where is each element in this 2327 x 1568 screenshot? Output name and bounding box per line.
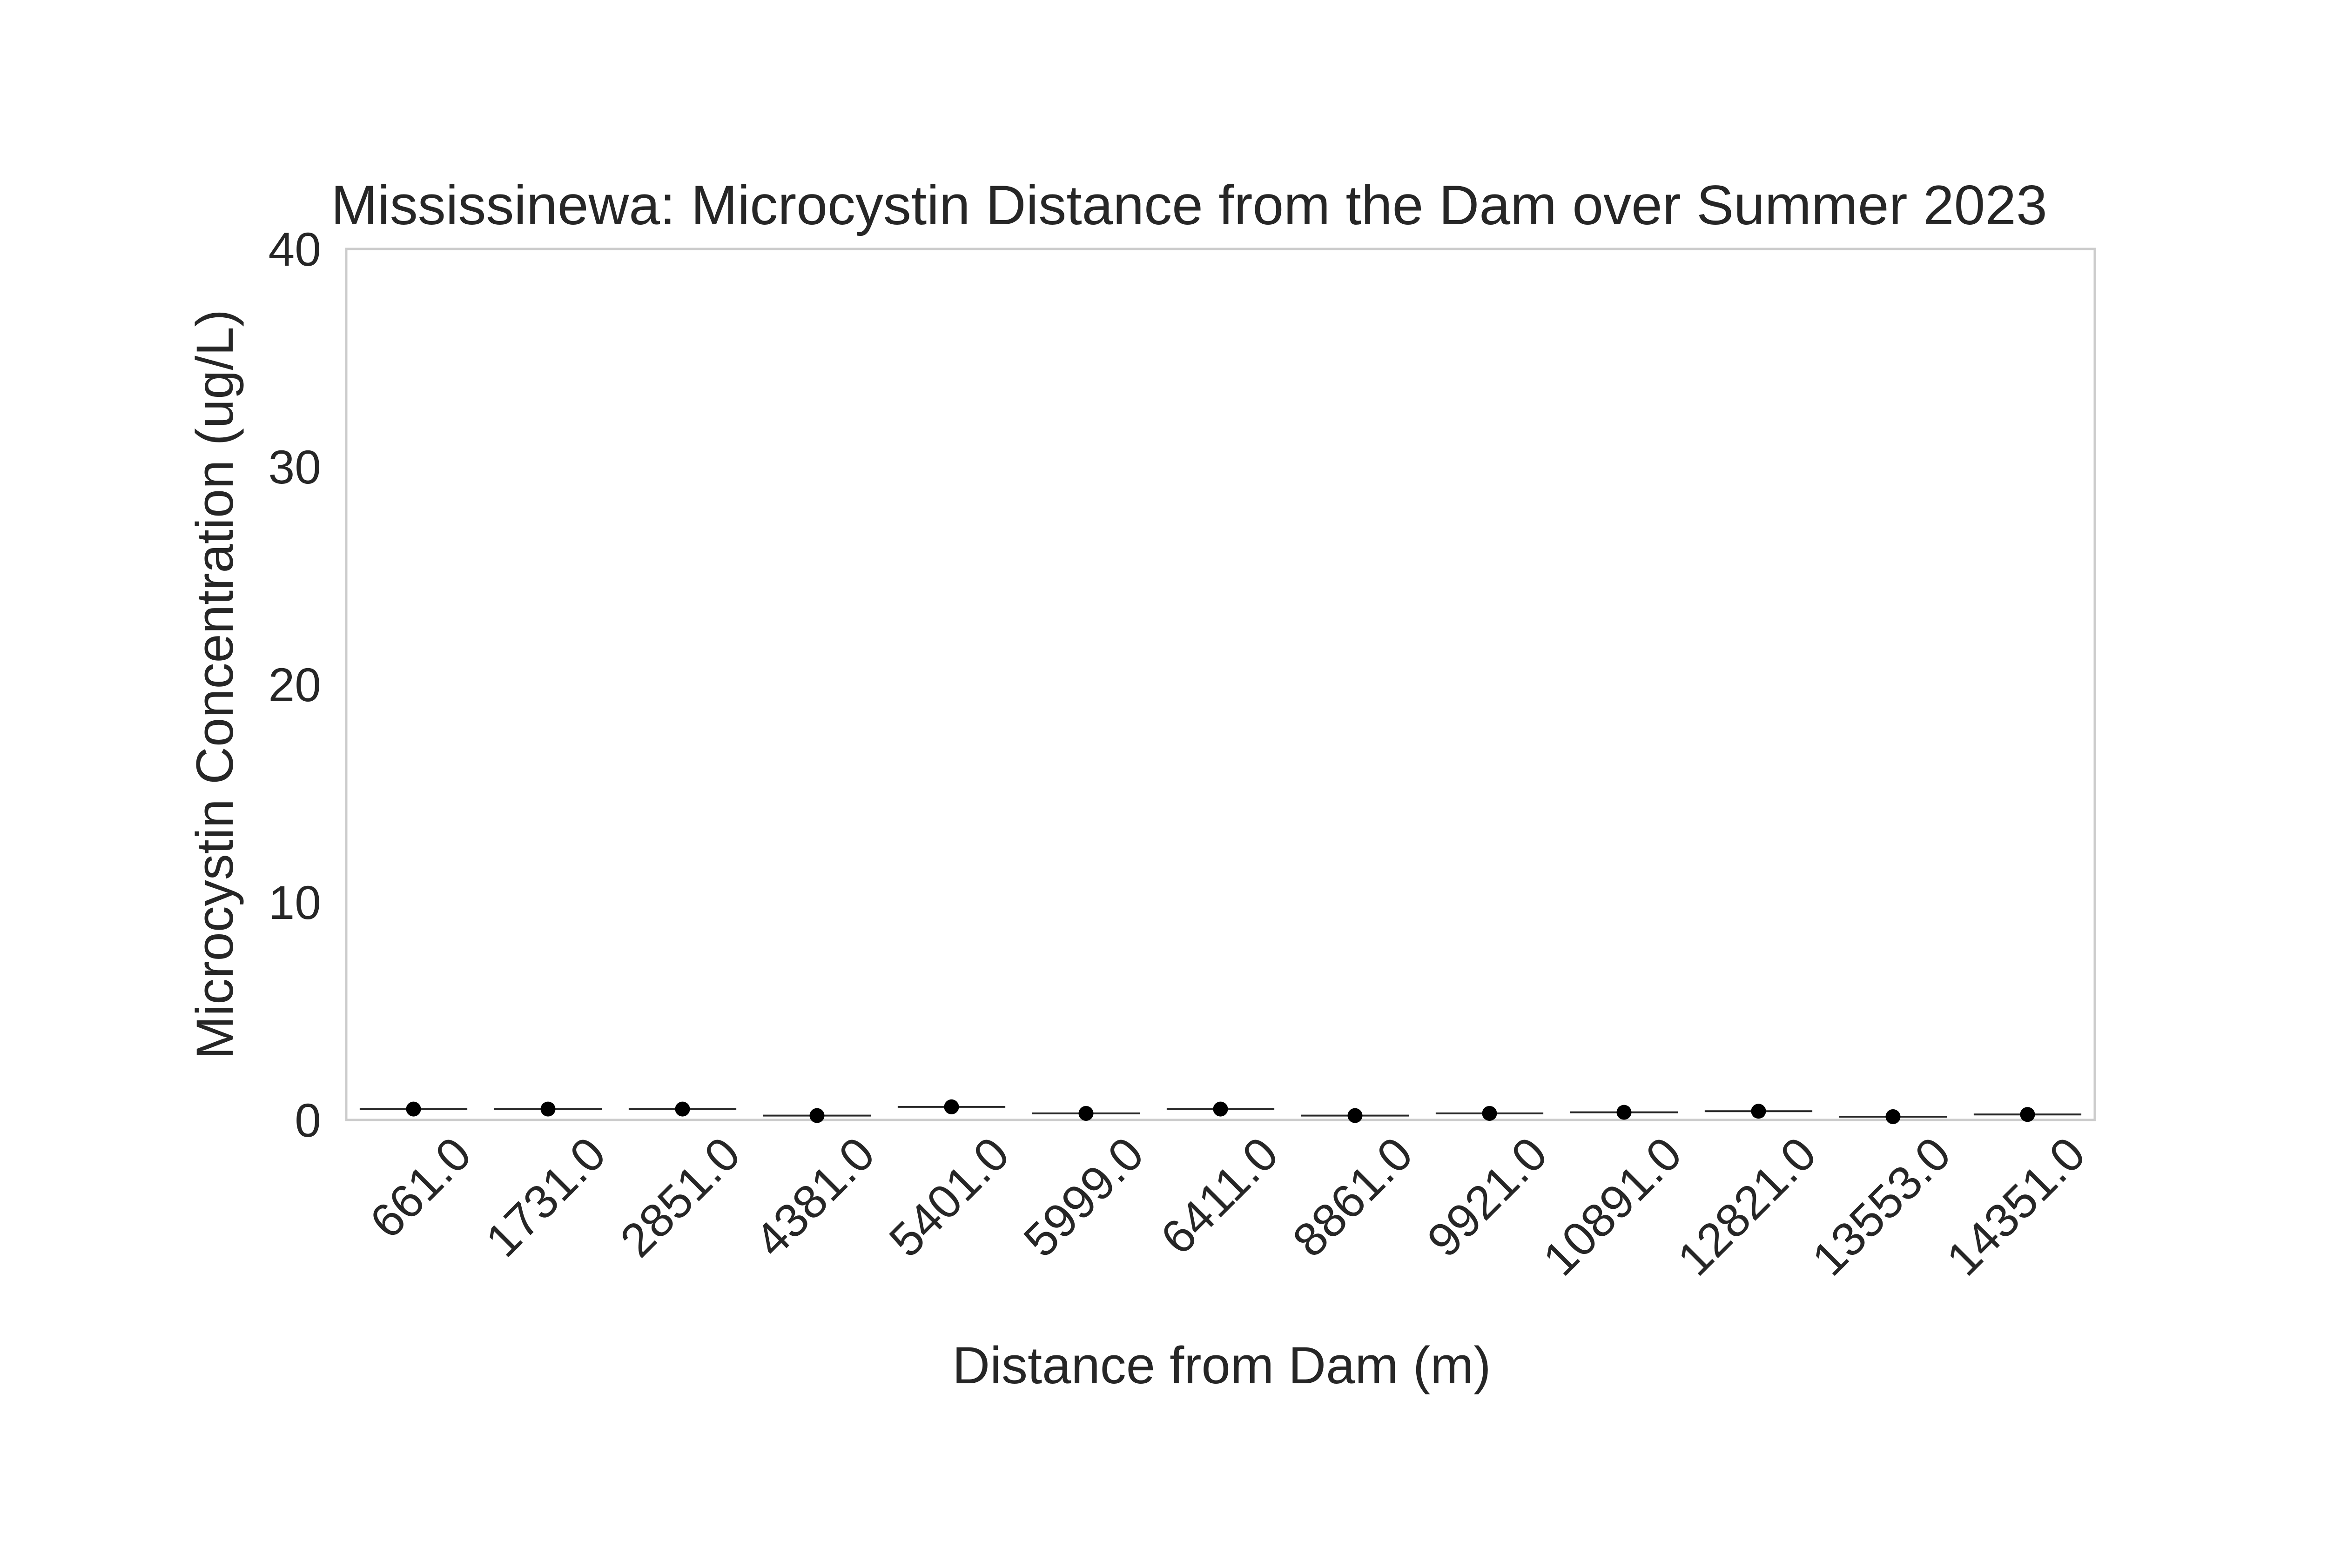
x-tick-label: 6411.0 <box>1150 1127 1288 1265</box>
x-tick-label: 10891.0 <box>1533 1127 1692 1286</box>
mean-marker <box>540 1101 556 1117</box>
x-tick-label: 5999.0 <box>1014 1127 1154 1267</box>
x-axis-title: Distance from Dam (m) <box>952 1336 1491 1394</box>
y-tick-label: 30 <box>269 441 321 494</box>
x-tick-label: 1731.0 <box>476 1127 616 1267</box>
x-tick-label: 12821.0 <box>1668 1127 1826 1286</box>
x-axis-ticks: 661.01731.02851.04381.05401.05999.06411.… <box>360 1127 2095 1286</box>
mean-marker <box>1616 1105 1632 1120</box>
x-tick-label: 2851.0 <box>610 1127 750 1267</box>
y-tick-label: 40 <box>269 223 321 276</box>
mean-marker <box>809 1108 825 1123</box>
y-axis-title: Microcystin Concentration (ug/L) <box>186 309 244 1059</box>
chart-title: Mississinewa: Microcystin Distance from … <box>331 174 2047 236</box>
box-marks <box>359 1099 2082 1124</box>
mean-marker <box>1482 1106 1497 1121</box>
y-tick-label: 20 <box>269 658 321 711</box>
mean-marker <box>1347 1108 1363 1123</box>
mean-marker <box>2020 1107 2035 1122</box>
mean-marker <box>1751 1104 1766 1119</box>
mean-marker <box>1885 1109 1901 1124</box>
mean-marker <box>1213 1101 1228 1117</box>
mean-marker <box>406 1101 421 1117</box>
mean-marker <box>675 1101 690 1117</box>
x-tick-label: 8861.0 <box>1283 1127 1423 1267</box>
y-tick-label: 0 <box>295 1094 321 1147</box>
x-tick-label: 5401.0 <box>879 1127 1019 1267</box>
plot-area-frame <box>345 248 2096 1121</box>
x-tick-label: 661.0 <box>360 1127 481 1248</box>
mean-marker <box>944 1099 959 1114</box>
y-tick-label: 10 <box>269 876 321 929</box>
x-tick-label: 14351.0 <box>1937 1127 2095 1286</box>
x-tick-label: 13553.0 <box>1802 1127 1961 1286</box>
x-tick-label: 4381.0 <box>745 1127 885 1267</box>
mean-marker <box>1078 1106 1094 1121</box>
y-axis-ticks: 0 10 20 30 40 <box>269 223 321 1147</box>
